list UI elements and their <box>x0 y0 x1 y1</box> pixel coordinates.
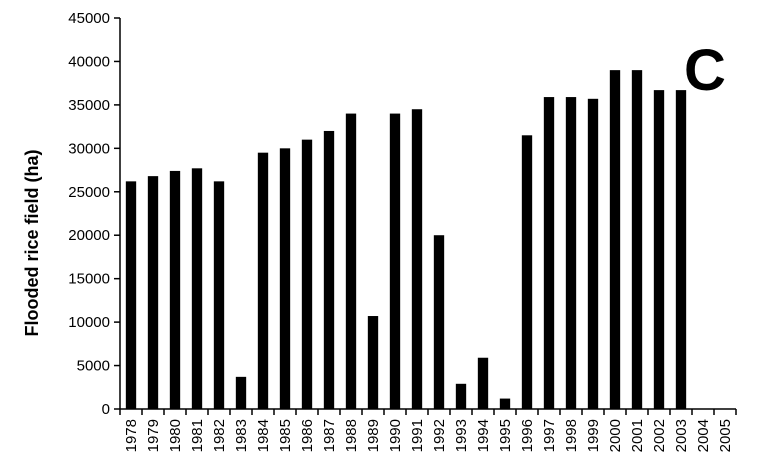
x-axis-ticks: 1978 1979 1980 1981 1982 1983 1984 1985 1986 1987… <box>119 409 737 452</box>
x-tick-label: 2004 <box>695 419 712 452</box>
x-tick-label: 1989 <box>365 419 382 452</box>
bar-1997 <box>543 97 555 410</box>
bar-1999 <box>587 98 599 409</box>
bar-2003 <box>675 90 687 410</box>
x-tick-label: 1993 <box>453 419 470 452</box>
y-axis-ticks: 0 5000 10000 15000 20000 25000 30000 35000 40000… <box>68 10 120 418</box>
bar-1996 <box>521 135 533 410</box>
bar-1995 <box>499 398 511 409</box>
x-tick-label: 1985 <box>277 419 294 452</box>
bar-1988 <box>345 113 357 410</box>
bar-2001 <box>631 70 643 409</box>
x-tick-label: 1990 <box>387 419 404 452</box>
x-tick-label: 1984 <box>255 419 272 452</box>
bar-1993 <box>455 383 467 409</box>
bar-1990 <box>389 113 401 410</box>
y-tick-label: 20000 <box>68 227 110 244</box>
x-tick-label: 1991 <box>409 419 426 452</box>
x-tick-label: 1988 <box>343 419 360 452</box>
y-tick-label: 30000 <box>68 140 110 157</box>
bar-1994 <box>477 357 489 409</box>
bar-1979 <box>147 176 159 409</box>
x-tick-label: 1998 <box>563 419 580 452</box>
bar-1981 <box>191 168 203 409</box>
bar-1983 <box>235 376 247 409</box>
y-tick-label: 5000 <box>77 358 110 375</box>
bar-1991 <box>411 109 423 409</box>
bar-1978 <box>125 181 137 409</box>
y-axis-title: Flooded rice field (ha) <box>22 149 42 336</box>
x-tick-label: 1986 <box>299 419 316 452</box>
y-tick-label: 0 <box>102 401 110 418</box>
x-tick-label: 1980 <box>167 419 184 452</box>
bar-1985 <box>279 148 291 410</box>
bar-1987 <box>323 130 335 409</box>
x-tick-label: 1995 <box>497 419 514 452</box>
bar-1984 <box>257 152 269 409</box>
x-tick-label: 1987 <box>321 419 338 452</box>
x-tick-label: 1981 <box>189 419 206 452</box>
x-tick-label: 2000 <box>607 419 624 452</box>
bars-group <box>125 70 687 410</box>
x-tick-label: 1996 <box>519 419 536 452</box>
y-tick-label: 10000 <box>68 314 110 331</box>
bar-2002 <box>653 90 665 410</box>
x-tick-label: 2002 <box>651 419 668 452</box>
x-tick-label: 1982 <box>211 419 228 452</box>
bar-2000 <box>609 70 621 409</box>
y-tick-label: 45000 <box>68 10 110 27</box>
x-tick-label: 2001 <box>629 419 646 452</box>
bar-1992 <box>433 235 445 409</box>
y-tick-label: 15000 <box>68 271 110 288</box>
bar-1986 <box>301 139 313 409</box>
x-tick-label: 1979 <box>145 419 162 452</box>
y-tick-label: 35000 <box>68 97 110 114</box>
y-tick-label: 25000 <box>68 184 110 201</box>
x-tick-label: 2003 <box>673 419 690 452</box>
x-tick-label: 1978 <box>123 419 140 452</box>
x-tick-label: 2005 <box>717 419 734 452</box>
panel-label: C <box>684 38 726 103</box>
bar-1982 <box>213 181 225 409</box>
x-tick-label: 1983 <box>233 419 250 452</box>
x-tick-label: 1994 <box>475 419 492 452</box>
bar-1998 <box>565 97 577 410</box>
bar-1980 <box>169 170 181 409</box>
bar-1989 <box>367 316 379 409</box>
y-tick-label: 40000 <box>68 53 110 70</box>
x-tick-label: 1999 <box>585 419 602 452</box>
x-tick-label: 1992 <box>431 419 448 452</box>
x-tick-label: 1997 <box>541 419 558 452</box>
